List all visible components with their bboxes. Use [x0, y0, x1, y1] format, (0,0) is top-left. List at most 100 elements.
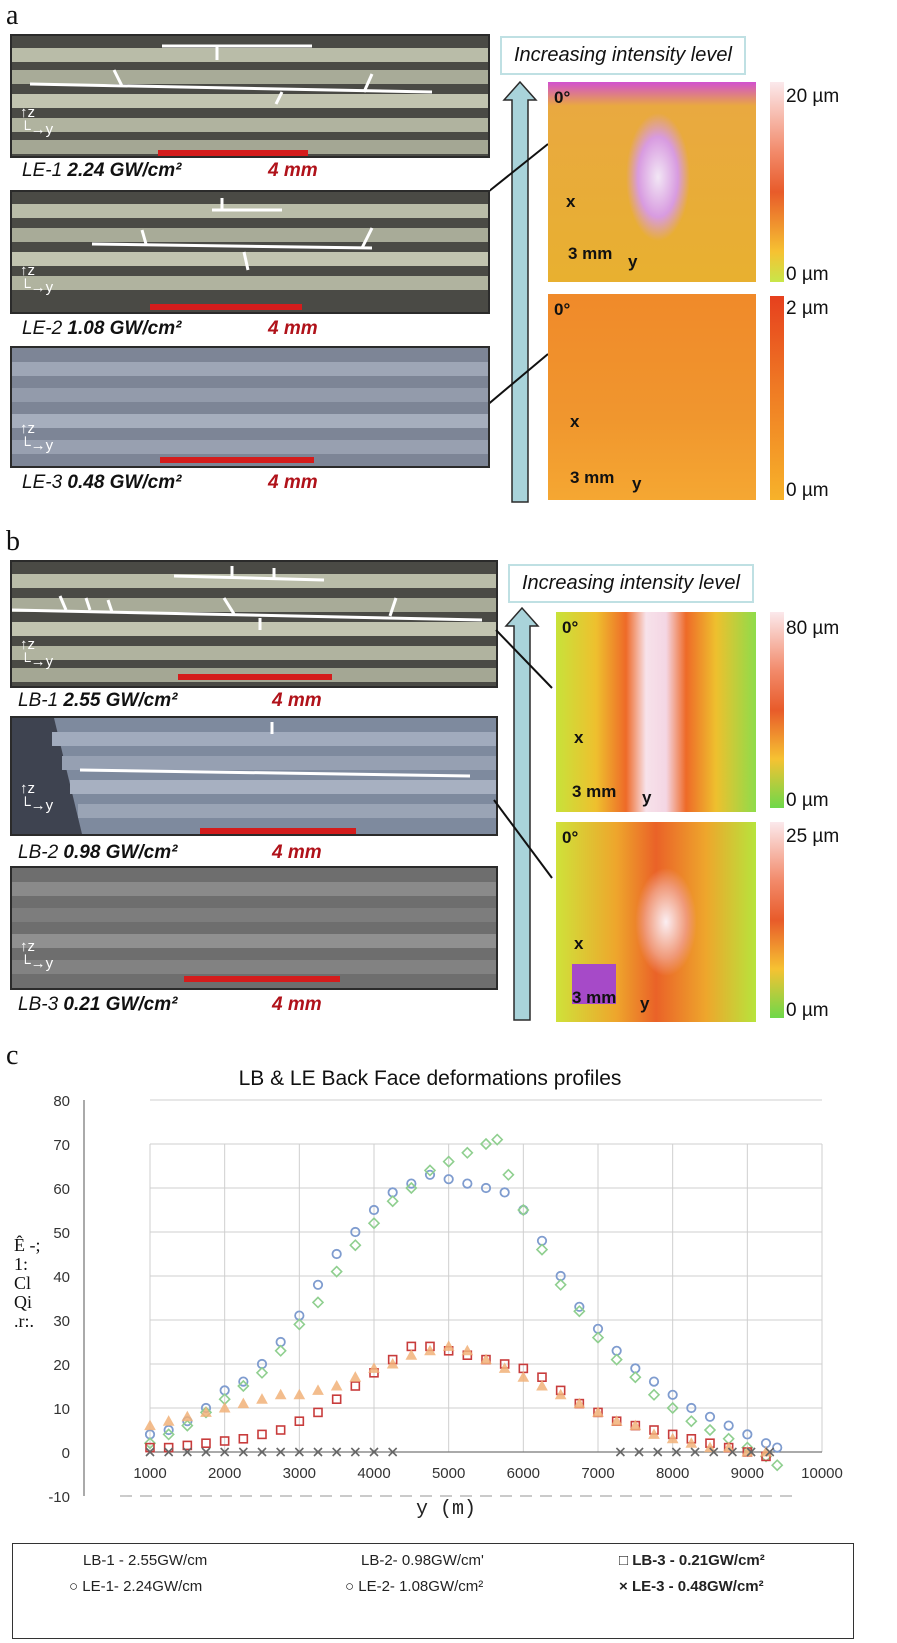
deformation-map-le1: 0° x 3 mm y — [548, 82, 756, 282]
y-tick-label: 0 — [62, 1445, 70, 1462]
scale-bar — [150, 304, 302, 310]
scale-label: 4 mm — [272, 842, 322, 863]
cbar-max: 20 µm — [786, 86, 840, 107]
data-point — [704, 1411, 716, 1422]
colorbar — [770, 612, 784, 808]
y-axis-label: y — [632, 474, 642, 493]
data-point — [727, 1447, 737, 1457]
data-point — [443, 1174, 454, 1185]
crack-lines — [91, 198, 374, 271]
crack-lines — [12, 566, 483, 630]
data-point — [293, 1318, 306, 1331]
data-point — [144, 1419, 156, 1431]
map-scale: 3 mm — [568, 244, 613, 263]
deformation-map-lb1: 0° x 3 mm y — [556, 612, 756, 812]
data-point — [653, 1447, 663, 1457]
chart-title: LB & LE Back Face deformations profiles — [239, 1067, 622, 1090]
data-point — [517, 1203, 530, 1217]
scale-bar — [158, 150, 308, 156]
data-point — [424, 1169, 436, 1180]
data-point — [312, 1384, 324, 1395]
scale-bar — [200, 828, 356, 834]
micrograph-le1: ↑z └→y — [10, 34, 490, 158]
data-point — [311, 1296, 325, 1309]
data-point — [313, 1407, 323, 1418]
panel-c-letter: c — [6, 1040, 19, 1071]
x-tick-label: 1000 — [133, 1465, 166, 1482]
data-point — [388, 1447, 398, 1457]
scale-bar — [178, 674, 332, 680]
scale-bar — [160, 457, 314, 463]
y-tick-label: 20 — [53, 1357, 70, 1374]
x-axis-label: x — [574, 934, 584, 953]
cbar-min: 0 µm — [786, 1000, 829, 1021]
data-point — [275, 1425, 286, 1435]
cbar-min: 0 µm — [786, 264, 829, 285]
data-point — [573, 1305, 586, 1318]
data-point — [535, 1243, 549, 1256]
x-tick-label: 6000 — [507, 1465, 540, 1482]
data-point — [332, 1447, 342, 1457]
colorbar — [770, 82, 784, 282]
panel-a-letter: a — [6, 0, 19, 31]
axes-icon: ↑z └→y — [20, 636, 54, 670]
deformation-map-lb2: 0° x 3 mm y — [556, 822, 756, 1022]
caption-lb1: LB-1 2.55 GW/cm² — [18, 690, 178, 711]
data-point — [479, 1137, 493, 1151]
caption-le1: LE-1 2.24 GW/cm² — [22, 160, 182, 181]
scale-label: 4 mm — [272, 994, 322, 1015]
angle-label: 0° — [562, 828, 579, 847]
map-scale: 3 mm — [570, 468, 615, 487]
data-point — [367, 1217, 381, 1230]
x-axis-label: x — [566, 192, 576, 211]
data-point — [256, 1393, 268, 1404]
legend-item-le1: ○ LE-1- 2.24GW/cm — [69, 1578, 203, 1595]
data-point — [350, 1447, 360, 1457]
cbar-max: 25 µm — [786, 826, 840, 847]
data-point — [312, 1279, 324, 1290]
data-point — [442, 1340, 455, 1351]
data-point — [648, 1376, 660, 1387]
data-point — [442, 1155, 455, 1168]
data-point — [480, 1353, 492, 1365]
y-tick-label: 70 — [53, 1137, 70, 1154]
data-point — [218, 1401, 231, 1413]
angle-label: 0° — [562, 618, 579, 637]
data-point — [772, 1442, 783, 1453]
legend-item-le3: × LE-3 - 0.48GW/cm² — [619, 1578, 764, 1595]
colorbar — [770, 822, 784, 1018]
x-tick-label: 8000 — [656, 1465, 689, 1482]
data-point — [573, 1397, 586, 1409]
data-point — [685, 1415, 698, 1428]
data-point — [667, 1389, 678, 1400]
axes-icon: ↑z └→y — [20, 780, 54, 814]
axes-icon: ↑z └→y — [20, 420, 54, 454]
y-tick-label: 10 — [53, 1401, 70, 1418]
caption-le2: LE-2 1.08 GW/cm² — [22, 318, 182, 339]
data-point — [181, 1410, 194, 1422]
x-axis-label: y (m) — [416, 1498, 476, 1521]
scale-label: 4 mm — [272, 690, 322, 711]
x-tick-label: 9000 — [731, 1465, 764, 1482]
data-point — [313, 1447, 323, 1457]
data-point — [491, 1133, 504, 1146]
data-point — [629, 1419, 642, 1431]
intensity-arrow — [490, 80, 549, 503]
data-point — [666, 1401, 679, 1415]
y-tick-label: 30 — [53, 1313, 70, 1330]
intensity-arrow — [493, 606, 553, 1021]
data-point — [255, 1366, 269, 1379]
data-point — [369, 1447, 379, 1457]
cbar-max: 80 µm — [786, 618, 840, 639]
data-point — [162, 1428, 175, 1441]
data-point — [386, 1357, 399, 1369]
data-point — [294, 1447, 304, 1457]
micrograph-lb2: ↑z └→y — [10, 716, 498, 836]
data-point — [574, 1301, 585, 1312]
data-point — [592, 1406, 604, 1417]
cbar-min: 0 µm — [786, 480, 829, 501]
data-point — [219, 1436, 230, 1446]
chart-legend: LB-1 - 2.55GW/cm LB-2- 0.98GW/cm' □ LB-3… — [12, 1543, 854, 1639]
data-point — [499, 1187, 510, 1198]
data-point — [330, 1379, 343, 1391]
